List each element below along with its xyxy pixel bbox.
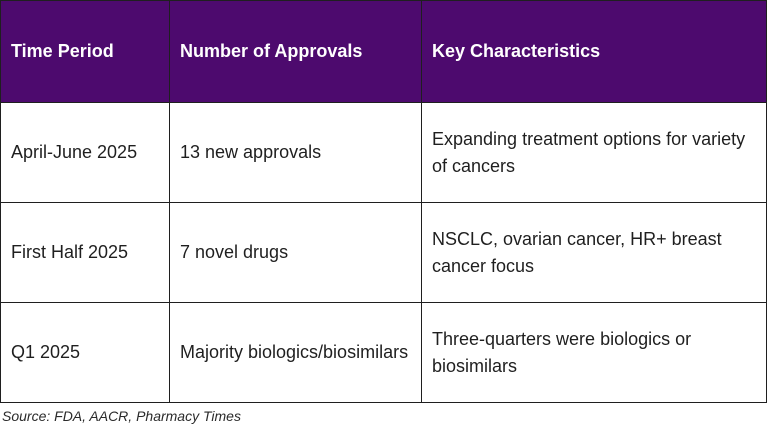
cell-key-characteristics: Three-quarters were biologics or biosimi… — [421, 302, 767, 403]
table-header: Time Period Number of Approvals Key Char… — [0, 0, 767, 103]
table-body: April-June 2025 13 new approvals Expandi… — [0, 102, 767, 403]
table-row: First Half 2025 7 novel drugs NSCLC, ova… — [0, 202, 767, 303]
cell-key-characteristics: NSCLC, ovarian cancer, HR+ breast cancer… — [421, 202, 767, 303]
cell-time-period: April-June 2025 — [0, 102, 170, 203]
header-number-of-approvals: Number of Approvals — [169, 0, 422, 103]
cell-number-of-approvals: 13 new approvals — [169, 102, 422, 203]
header-row: Time Period Number of Approvals Key Char… — [0, 0, 767, 103]
table-row: April-June 2025 13 new approvals Expandi… — [0, 102, 767, 203]
cell-key-characteristics: Expanding treatment options for variety … — [421, 102, 767, 203]
header-key-characteristics: Key Characteristics — [421, 0, 767, 103]
cell-number-of-approvals: Majority biologics/biosimilars — [169, 302, 422, 403]
cell-time-period: Q1 2025 — [0, 302, 170, 403]
cell-time-period: First Half 2025 — [0, 202, 170, 303]
source-note: Source: FDA, AACR, Pharmacy Times — [2, 408, 241, 424]
table-row: Q1 2025 Majority biologics/biosimilars T… — [0, 302, 767, 403]
cell-number-of-approvals: 7 novel drugs — [169, 202, 422, 303]
header-time-period: Time Period — [0, 0, 170, 103]
approvals-table: Time Period Number of Approvals Key Char… — [0, 0, 767, 403]
